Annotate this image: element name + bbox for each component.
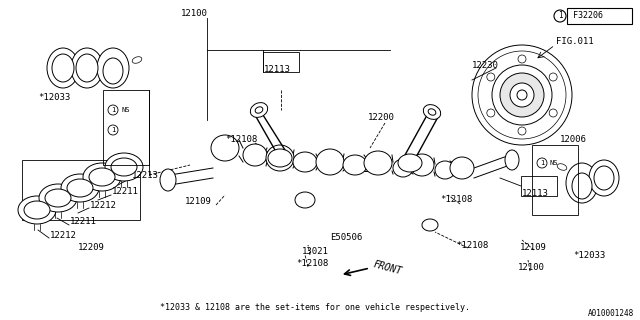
Circle shape	[549, 73, 557, 81]
Ellipse shape	[45, 189, 71, 207]
Ellipse shape	[52, 54, 74, 82]
Text: 12212: 12212	[90, 201, 117, 210]
Ellipse shape	[24, 201, 50, 219]
Ellipse shape	[61, 174, 99, 202]
Ellipse shape	[572, 173, 592, 199]
Ellipse shape	[103, 58, 123, 84]
Text: 12230: 12230	[472, 60, 499, 69]
Circle shape	[518, 55, 526, 63]
Ellipse shape	[18, 196, 56, 224]
Ellipse shape	[316, 149, 344, 175]
Text: NS: NS	[550, 160, 559, 166]
Ellipse shape	[250, 103, 268, 117]
Circle shape	[500, 73, 544, 117]
Ellipse shape	[435, 161, 455, 179]
Ellipse shape	[393, 159, 413, 177]
Text: *12108: *12108	[440, 196, 472, 204]
Text: 12109: 12109	[185, 197, 212, 206]
Circle shape	[492, 65, 552, 125]
Ellipse shape	[343, 155, 367, 175]
Text: 12006: 12006	[97, 169, 124, 178]
Ellipse shape	[132, 57, 142, 63]
Circle shape	[549, 109, 557, 117]
Text: *12108: *12108	[296, 260, 328, 268]
Bar	[532, 145, 578, 215]
Text: A010001248: A010001248	[588, 309, 634, 318]
Ellipse shape	[243, 144, 267, 166]
Text: *12108: *12108	[225, 135, 257, 145]
Ellipse shape	[266, 145, 294, 171]
Circle shape	[487, 109, 495, 117]
Text: NS: NS	[121, 107, 129, 113]
Text: *12033: *12033	[573, 251, 605, 260]
Ellipse shape	[83, 163, 121, 191]
Text: 1: 1	[557, 12, 563, 20]
Text: 12211: 12211	[112, 188, 139, 196]
Ellipse shape	[450, 157, 474, 179]
Ellipse shape	[97, 48, 129, 88]
Ellipse shape	[105, 153, 143, 181]
Ellipse shape	[557, 164, 567, 170]
Bar	[567, 8, 632, 24]
Text: 12100: 12100	[180, 10, 207, 19]
Text: 12006: 12006	[560, 135, 587, 145]
Text: 1: 1	[111, 127, 115, 133]
Text: 1: 1	[111, 107, 115, 113]
Ellipse shape	[160, 169, 176, 191]
Ellipse shape	[39, 184, 77, 212]
Bar	[263, 52, 299, 72]
Ellipse shape	[566, 163, 598, 203]
Ellipse shape	[364, 151, 392, 175]
Ellipse shape	[111, 158, 137, 176]
Text: 12209: 12209	[78, 244, 105, 252]
Text: *12108: *12108	[456, 241, 488, 250]
Circle shape	[518, 127, 526, 135]
Text: 12213: 12213	[132, 171, 159, 180]
Text: E50506: E50506	[330, 233, 362, 242]
Ellipse shape	[211, 135, 239, 161]
Text: 12212: 12212	[50, 230, 77, 239]
Ellipse shape	[71, 48, 103, 88]
Ellipse shape	[398, 154, 422, 172]
Text: F32206: F32206	[573, 12, 603, 20]
Text: *12033 & 12108 are the set-items for one vehicle respectively.: *12033 & 12108 are the set-items for one…	[160, 303, 470, 313]
Text: *12033: *12033	[38, 92, 70, 101]
Text: 12211: 12211	[70, 218, 97, 227]
Ellipse shape	[423, 105, 441, 119]
Circle shape	[510, 83, 534, 107]
Bar	[521, 176, 557, 196]
Ellipse shape	[76, 54, 98, 82]
Text: 12113: 12113	[522, 189, 549, 198]
Ellipse shape	[47, 48, 79, 88]
Text: 1: 1	[540, 160, 544, 166]
Ellipse shape	[268, 149, 292, 167]
Ellipse shape	[428, 109, 436, 115]
Circle shape	[487, 73, 495, 81]
Text: FRONT: FRONT	[372, 260, 403, 276]
Ellipse shape	[505, 150, 519, 170]
Ellipse shape	[67, 179, 93, 197]
Ellipse shape	[410, 154, 434, 176]
Text: FIG.011: FIG.011	[556, 37, 594, 46]
Text: 13021: 13021	[302, 247, 329, 257]
Circle shape	[472, 45, 572, 145]
Ellipse shape	[255, 107, 263, 113]
Text: 12109: 12109	[520, 244, 547, 252]
Ellipse shape	[594, 166, 614, 190]
Ellipse shape	[89, 168, 115, 186]
Text: 12100: 12100	[518, 263, 545, 273]
Text: 12200: 12200	[368, 114, 395, 123]
Ellipse shape	[589, 160, 619, 196]
Bar	[103, 90, 149, 165]
Ellipse shape	[293, 152, 317, 172]
Text: 12113: 12113	[264, 66, 291, 75]
Bar	[22, 160, 140, 220]
